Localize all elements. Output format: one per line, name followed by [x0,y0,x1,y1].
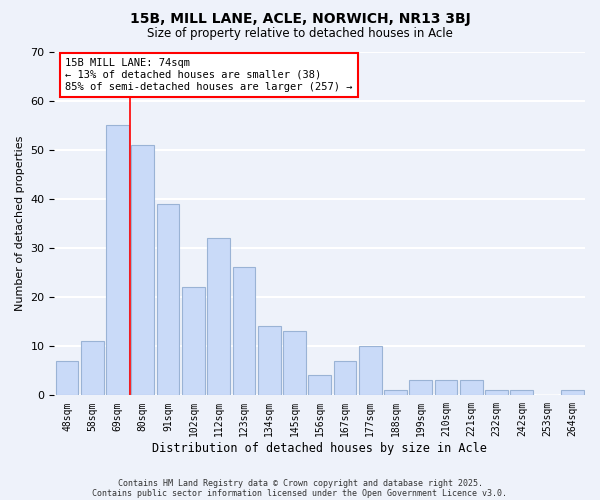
Bar [106,125,129,395]
Bar [81,341,104,395]
Y-axis label: Number of detached properties: Number of detached properties [15,136,25,311]
Bar [409,380,432,395]
Bar [56,360,79,395]
Bar [460,380,482,395]
Bar [131,144,154,395]
Text: Contains HM Land Registry data © Crown copyright and database right 2025.: Contains HM Land Registry data © Crown c… [118,478,482,488]
Bar [157,204,179,395]
Text: Contains public sector information licensed under the Open Government Licence v3: Contains public sector information licen… [92,488,508,498]
Bar [233,268,255,395]
Text: 15B, MILL LANE, ACLE, NORWICH, NR13 3BJ: 15B, MILL LANE, ACLE, NORWICH, NR13 3BJ [130,12,470,26]
Text: Size of property relative to detached houses in Acle: Size of property relative to detached ho… [147,26,453,40]
Bar [207,238,230,395]
Bar [511,390,533,395]
Bar [308,376,331,395]
Bar [182,287,205,395]
Bar [561,390,584,395]
Bar [283,331,306,395]
Bar [334,360,356,395]
Bar [384,390,407,395]
Bar [485,390,508,395]
Text: 15B MILL LANE: 74sqm
← 13% of detached houses are smaller (38)
85% of semi-detac: 15B MILL LANE: 74sqm ← 13% of detached h… [65,58,353,92]
Bar [359,346,382,395]
X-axis label: Distribution of detached houses by size in Acle: Distribution of detached houses by size … [152,442,487,455]
Bar [258,326,281,395]
Bar [434,380,457,395]
